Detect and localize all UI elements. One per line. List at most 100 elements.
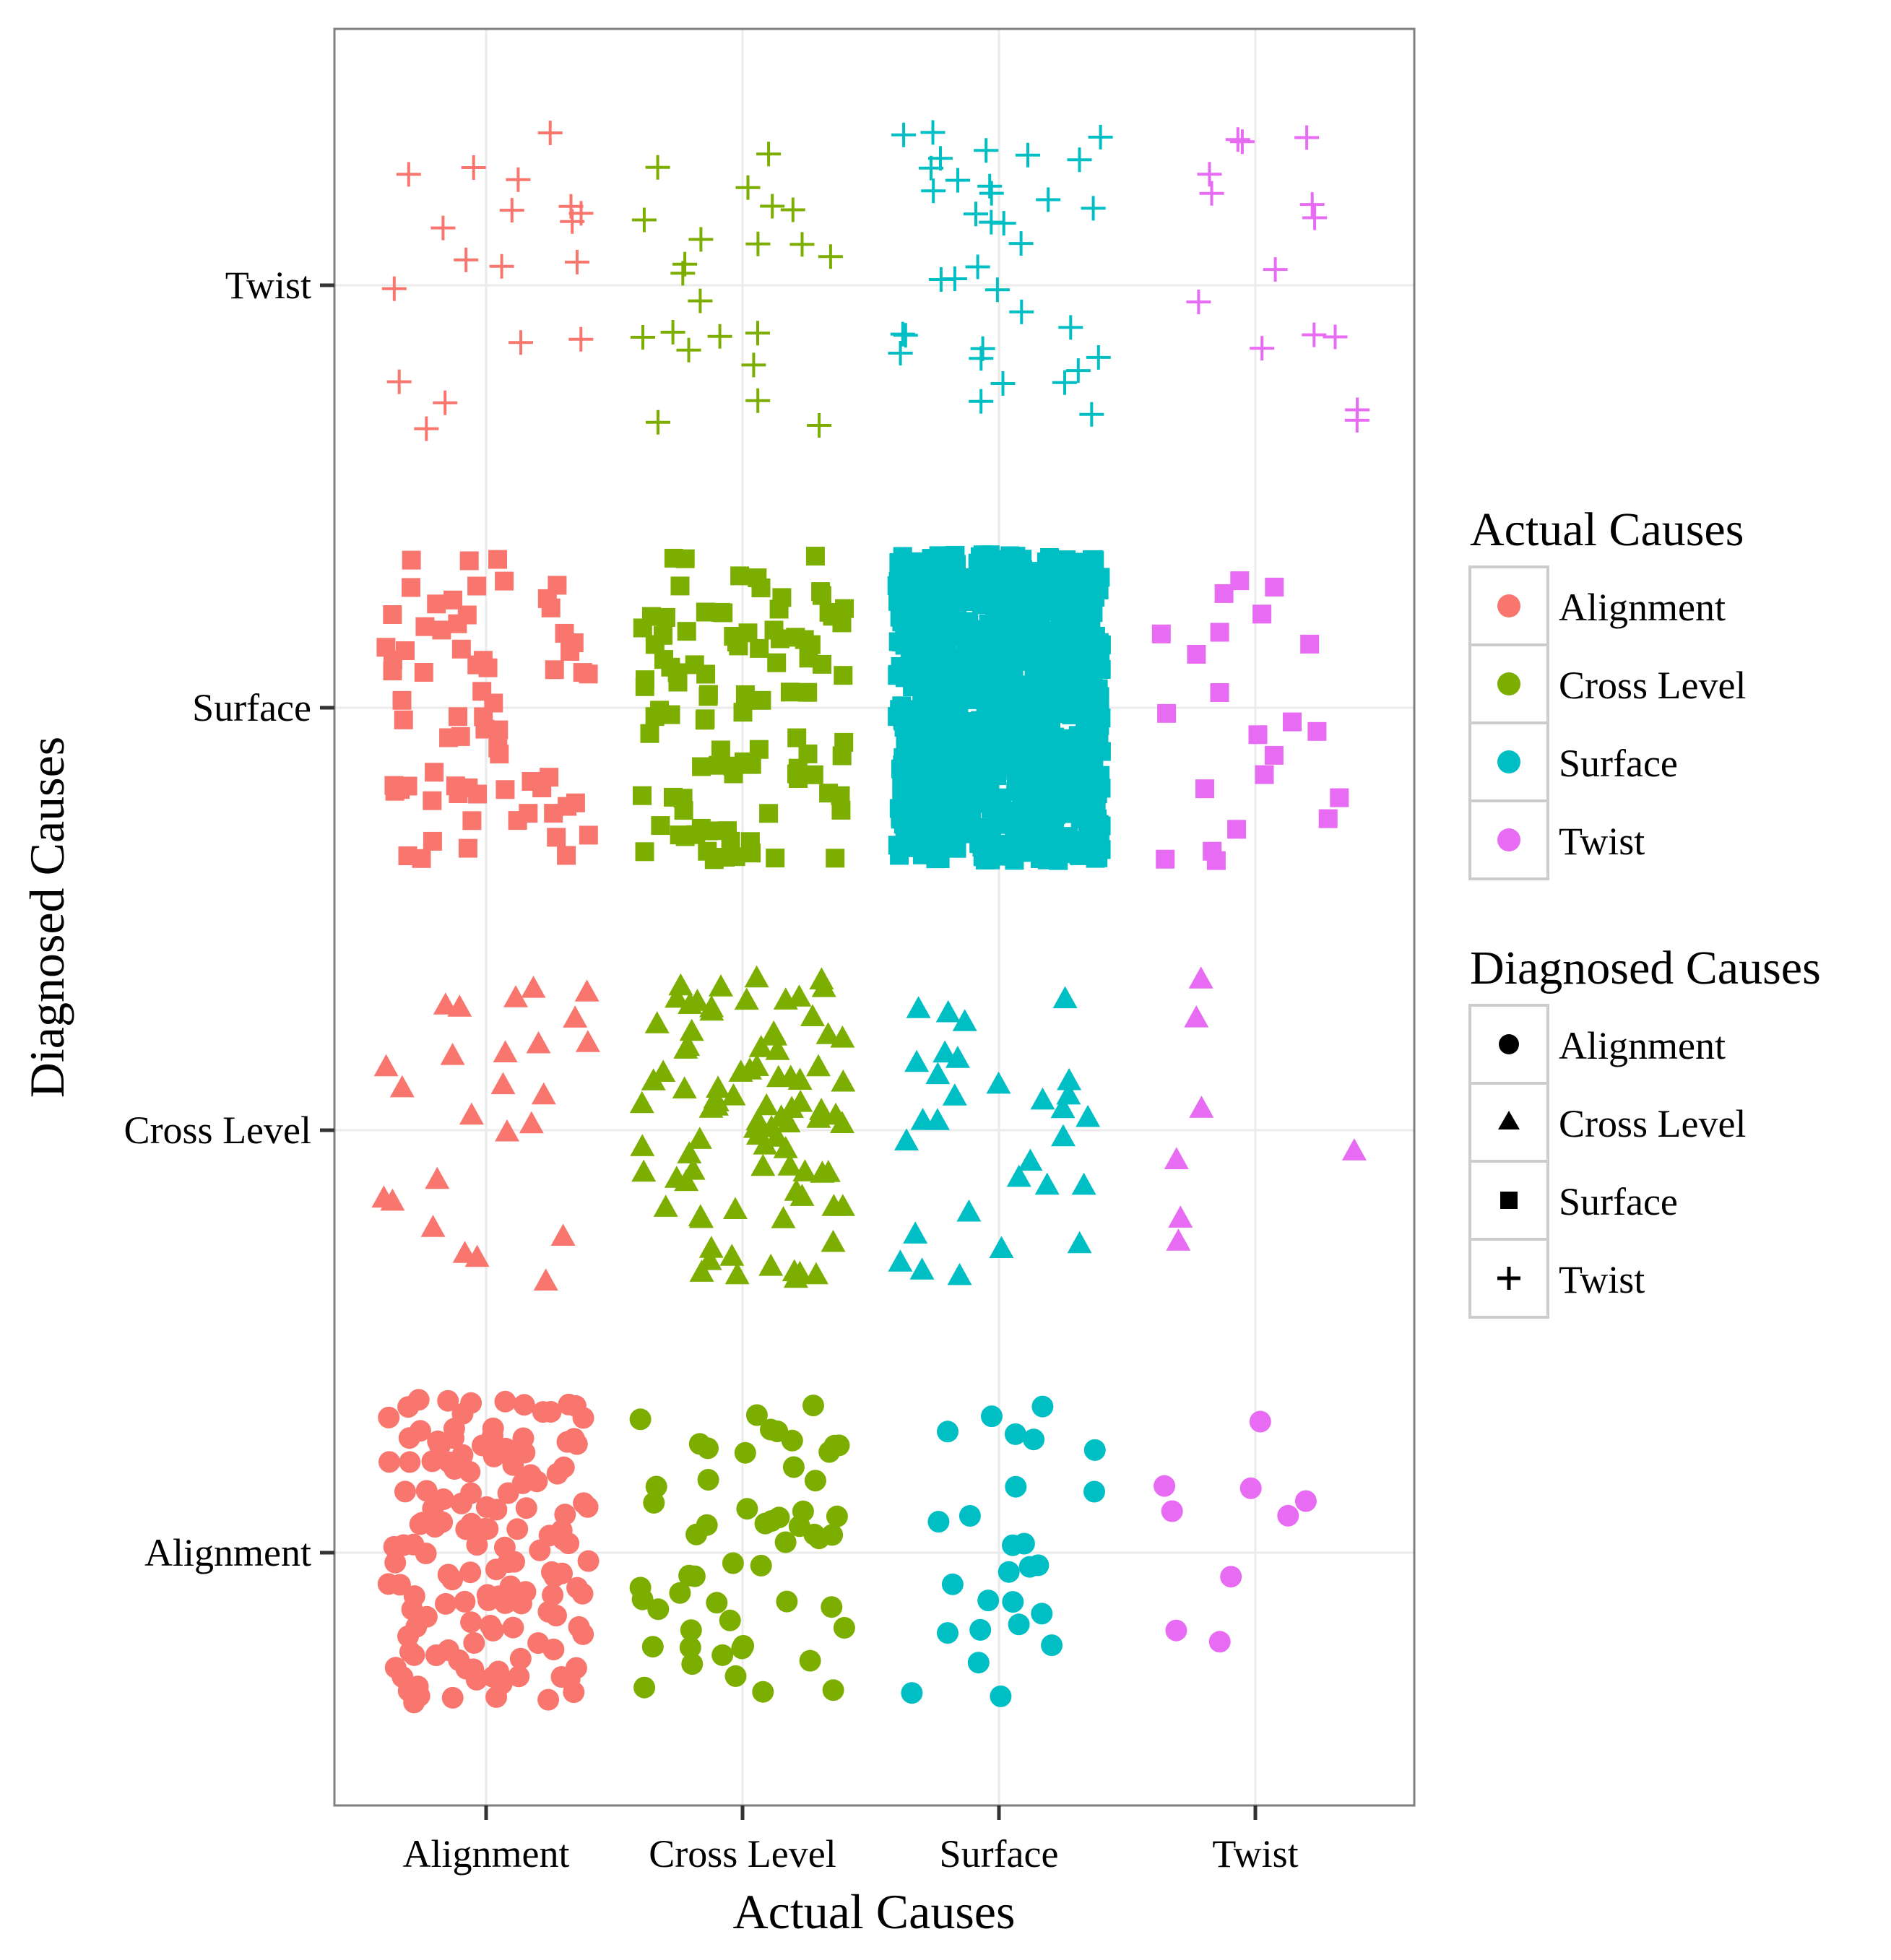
point-circle <box>1165 1619 1187 1642</box>
point-plus <box>921 178 946 204</box>
point-circle <box>415 1480 438 1502</box>
point-plus <box>985 277 1010 303</box>
point-square <box>979 614 998 633</box>
point-square <box>721 831 740 851</box>
point-plus <box>965 254 990 279</box>
point-square <box>834 666 853 685</box>
point-square <box>835 599 854 618</box>
point-square <box>651 816 670 836</box>
point-square <box>1037 589 1057 609</box>
point-triangle <box>1071 1172 1096 1195</box>
cell-surface-twist <box>888 120 1113 427</box>
point-plus <box>888 341 913 365</box>
point-square <box>699 821 718 841</box>
point-plus <box>660 320 685 344</box>
point-circle <box>553 1456 575 1478</box>
point-circle <box>466 1534 488 1556</box>
point-triangle <box>665 985 690 1008</box>
point-triangle <box>521 976 546 998</box>
point-circle <box>629 1408 652 1431</box>
point-plus <box>676 337 701 363</box>
point-circle <box>776 1590 798 1613</box>
point-triangle <box>821 1229 846 1252</box>
point-square <box>1059 827 1078 846</box>
point-plus <box>631 207 657 233</box>
point-circle <box>821 1524 844 1546</box>
point-square <box>489 720 509 740</box>
point-circle <box>681 1653 704 1675</box>
point-circle <box>441 1686 464 1709</box>
point-circle <box>554 1504 576 1526</box>
point-square <box>930 546 949 565</box>
point-square <box>1090 703 1109 723</box>
point-triangle <box>753 1132 778 1155</box>
point-triangle <box>704 1093 729 1116</box>
point-triangle <box>723 1197 748 1219</box>
point-triangle <box>673 1036 698 1059</box>
point-circle <box>515 1497 537 1519</box>
point-circle <box>543 1566 566 1587</box>
point-triangle <box>956 1199 982 1222</box>
point-triangle <box>773 987 798 1010</box>
point-square <box>1091 660 1111 679</box>
point-triangle <box>947 1262 972 1285</box>
point-circle <box>397 1396 420 1418</box>
point-square <box>1066 633 1086 652</box>
point-plus <box>760 194 785 219</box>
point-plus <box>688 288 713 313</box>
point-square <box>432 620 451 640</box>
point-plus <box>1065 358 1091 383</box>
point-triangle <box>803 1262 828 1285</box>
point-square <box>901 838 921 857</box>
point-plus <box>969 389 994 414</box>
point-circle <box>750 1554 772 1577</box>
point-square <box>656 607 675 627</box>
point-square <box>427 594 446 614</box>
point-square <box>1005 749 1024 768</box>
cell-cross-level-cross-level <box>629 965 856 1288</box>
point-plus <box>454 247 479 272</box>
point-circle <box>679 1636 701 1659</box>
point-circle <box>711 1644 734 1666</box>
point-circle <box>384 1551 407 1574</box>
point-square <box>1214 584 1234 603</box>
point-circle <box>799 1649 821 1672</box>
point-plus <box>386 369 412 394</box>
point-triangle <box>550 1223 576 1246</box>
point-circle <box>460 1512 483 1535</box>
point-plus <box>969 346 994 371</box>
point-triangle <box>689 1205 714 1228</box>
point-square <box>930 768 949 788</box>
point-triangle <box>750 1153 776 1176</box>
point-triangle <box>744 965 769 988</box>
point-triangle <box>433 992 458 1015</box>
point-square <box>1001 679 1021 698</box>
point-square <box>468 784 488 804</box>
point-triangle <box>389 1075 415 1098</box>
point-circle <box>378 1406 400 1428</box>
point-square <box>661 657 680 677</box>
point-square <box>930 732 949 751</box>
point-triangle <box>935 999 961 1023</box>
point-triangle <box>574 979 600 1002</box>
point-circle <box>719 1609 741 1631</box>
legend-actual-item-surface: Surface <box>1468 721 1678 802</box>
point-circle <box>1083 1439 1106 1461</box>
point-square <box>965 818 985 838</box>
point-square <box>664 548 683 568</box>
point-circle <box>438 1452 461 1473</box>
legend-item-label: Alignment <box>1559 586 1726 629</box>
point-triangle <box>459 1102 484 1125</box>
point-square <box>951 773 970 792</box>
point-circle <box>1041 1634 1063 1657</box>
point-circle <box>941 1573 964 1595</box>
point-square <box>893 571 913 591</box>
point-square <box>1045 727 1065 747</box>
point-triangle <box>490 1072 516 1095</box>
point-square <box>1151 624 1171 643</box>
point-circle <box>1083 1480 1105 1503</box>
point-square <box>1318 809 1338 828</box>
point-square <box>508 811 527 831</box>
point-plus <box>506 167 531 192</box>
point-triangle <box>1341 1138 1367 1161</box>
